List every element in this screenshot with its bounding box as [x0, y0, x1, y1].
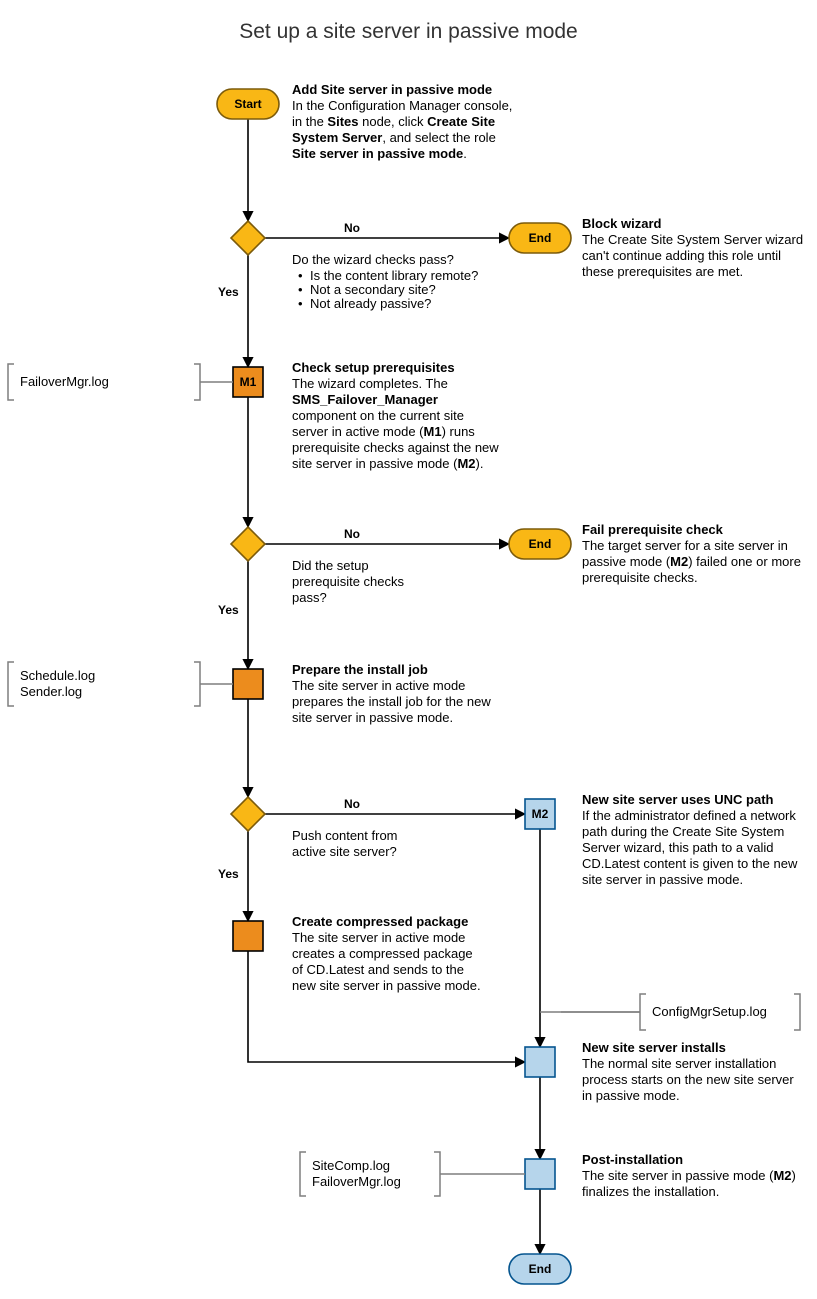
svg-text:Not a secondary site?: Not a secondary site? [310, 282, 436, 297]
svg-text:FailoverMgr.log: FailoverMgr.log [312, 1174, 401, 1189]
svg-text:Do the wizard checks pass?: Do the wizard checks pass? [292, 252, 454, 267]
svg-text:•: • [298, 296, 303, 311]
svg-text:in the Sites node, click Creat: in the Sites node, click Create Site [292, 114, 495, 129]
svg-text:active site server?: active site server? [292, 844, 397, 859]
svg-text:CD.Latest content is given to: CD.Latest content is given to the new [582, 856, 798, 871]
svg-text:The site server in passive mod: The site server in passive mode (M2) [582, 1168, 796, 1183]
svg-text:M2: M2 [532, 807, 549, 821]
svg-text:site server in passive mode.: site server in passive mode. [582, 872, 743, 887]
svg-text:these prerequisites are met.: these prerequisites are met. [582, 264, 743, 279]
svg-text:The site server in active mode: The site server in active mode [292, 678, 465, 693]
svg-text:site server in passive mode (M: site server in passive mode (M2). [292, 456, 483, 471]
svg-text:Start: Start [234, 97, 261, 111]
svg-text:The wizard completes. The: The wizard completes. The [292, 376, 448, 391]
svg-text:can't continue adding this rol: can't continue adding this role until [582, 248, 781, 263]
svg-text:FailoverMgr.log: FailoverMgr.log [20, 374, 109, 389]
svg-text:prerequisite checks against th: prerequisite checks against the new [292, 440, 499, 455]
svg-text:Server wizard, this path to a: Server wizard, this path to a valid [582, 840, 773, 855]
svg-text:New site server uses UNC path: New site server uses UNC path [582, 792, 774, 807]
svg-text:The Create Site System Server: The Create Site System Server wizard [582, 232, 803, 247]
svg-text:Yes: Yes [218, 285, 239, 299]
svg-text:M1: M1 [240, 375, 257, 389]
svg-text:Site server in passive mode.: Site server in passive mode. [292, 146, 467, 161]
svg-text:in passive mode.: in passive mode. [582, 1088, 680, 1103]
svg-text:new site server in passive mod: new site server in passive mode. [292, 978, 481, 993]
svg-text:finalizes the installation.: finalizes the installation. [582, 1184, 719, 1199]
svg-text:path during the Create Site Sy: path during the Create Site System [582, 824, 784, 839]
svg-text:If the administrator defined a: If the administrator defined a network [582, 808, 796, 823]
svg-text:SiteComp.log: SiteComp.log [312, 1158, 390, 1173]
svg-text:prerequisite checks: prerequisite checks [292, 574, 404, 589]
svg-text:The target server for a site s: The target server for a site server in [582, 538, 788, 553]
svg-text:creates a compressed package: creates a compressed package [292, 946, 473, 961]
svg-text:Fail prerequisite check: Fail prerequisite check [582, 522, 724, 537]
svg-text:Prepare the install job: Prepare the install job [292, 662, 428, 677]
svg-text:No: No [344, 797, 360, 811]
svg-text:Yes: Yes [218, 867, 239, 881]
svg-text:Block wizard: Block wizard [582, 216, 662, 231]
svg-text:Add Site server in passive mod: Add Site server in passive mode [292, 82, 492, 97]
svg-text:Push content from: Push content from [292, 828, 398, 843]
svg-text:The site server in active mode: The site server in active mode [292, 930, 465, 945]
svg-text:pass?: pass? [292, 590, 327, 605]
svg-text:SMS_Failover_Manager: SMS_Failover_Manager [292, 392, 438, 407]
svg-text:End: End [529, 537, 552, 551]
svg-text:Sender.log: Sender.log [20, 684, 82, 699]
svg-text:In the Configuration Manager c: In the Configuration Manager console, [292, 98, 512, 113]
svg-text:•: • [298, 268, 303, 283]
flowchart: Start End M1 End M2 End Add Site server in pa… [0, 74, 817, 1294]
svg-text:prepares the install job for t: prepares the install job for the new [292, 694, 491, 709]
svg-text:Post-installation: Post-installation [582, 1152, 683, 1167]
svg-text:site server in passive mode.: site server in passive mode. [292, 710, 453, 725]
svg-text:of CD.Latest and sends to the: of CD.Latest and sends to the [292, 962, 464, 977]
svg-text:•: • [298, 282, 303, 297]
svg-text:Schedule.log: Schedule.log [20, 668, 95, 683]
svg-text:End: End [529, 231, 552, 245]
svg-text:process starts on the new site: process starts on the new site server [582, 1072, 794, 1087]
svg-text:server in active mode (M1) run: server in active mode (M1) runs [292, 424, 475, 439]
svg-text:ConfigMgrSetup.log: ConfigMgrSetup.log [652, 1004, 767, 1019]
svg-text:No: No [344, 527, 360, 541]
svg-text:The normal site server install: The normal site server installation [582, 1056, 776, 1071]
svg-text:Did the setup: Did the setup [292, 558, 369, 573]
svg-text:No: No [344, 221, 360, 235]
svg-text:passive mode (M2) failed one o: passive mode (M2) failed one or more [582, 554, 801, 569]
page-title: Set up a site server in passive mode [0, 0, 817, 74]
svg-text:Check setup prerequisites: Check setup prerequisites [292, 360, 455, 375]
svg-text:Not already passive?: Not already passive? [310, 296, 431, 311]
svg-text:Create compressed package: Create compressed package [292, 914, 468, 929]
svg-text:End: End [529, 1262, 552, 1276]
svg-text:System Server, and select the: System Server, and select the role [292, 130, 496, 145]
svg-text:Yes: Yes [218, 603, 239, 617]
svg-text:New site server installs: New site server installs [582, 1040, 726, 1055]
svg-text:component on the current site: component on the current site [292, 408, 464, 423]
svg-text:prerequisite checks.: prerequisite checks. [582, 570, 698, 585]
svg-text:Is the content library remote?: Is the content library remote? [310, 268, 478, 283]
